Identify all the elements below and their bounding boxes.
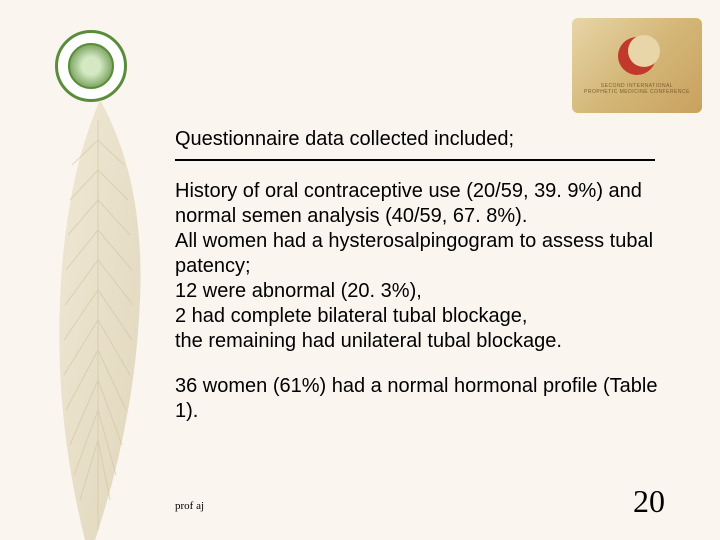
logo-left: [55, 30, 127, 102]
footer-author: prof aj: [175, 500, 204, 512]
slide-number: 20: [633, 483, 665, 520]
body-paragraph-1: History of oral contraceptive use (20/59…: [175, 179, 685, 354]
body-paragraph-2: 36 women (61%) had a normal hormonal pro…: [175, 374, 685, 424]
crescent-icon: [618, 37, 656, 75]
logo-left-inner: [68, 43, 114, 89]
slide-content: Questionnaire data collected included; H…: [175, 128, 685, 444]
logo-right: SECOND INTERNATIONALPROPHETIC MEDICINE C…: [572, 18, 702, 113]
feather-decoration: [0, 100, 200, 540]
heading-underline: [175, 159, 655, 161]
slide-body: History of oral contraceptive use (20/59…: [175, 179, 685, 424]
logo-right-text: SECOND INTERNATIONALPROPHETIC MEDICINE C…: [584, 83, 690, 95]
slide-heading: Questionnaire data collected included;: [175, 128, 685, 151]
